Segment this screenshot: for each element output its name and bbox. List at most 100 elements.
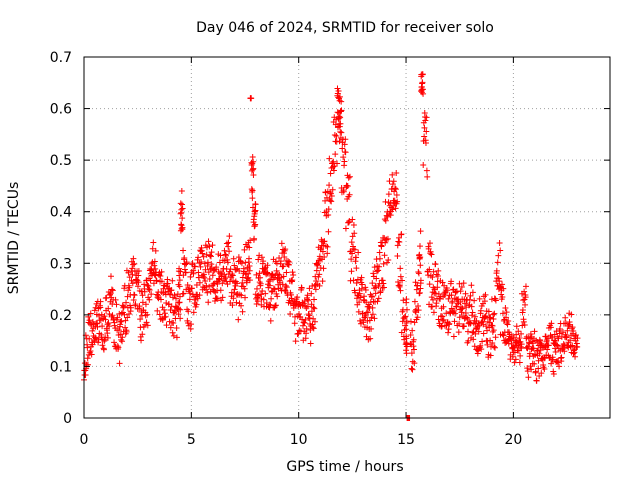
data-point [483, 323, 490, 330]
data-point [411, 346, 418, 353]
data-point [111, 339, 118, 346]
data-point [357, 317, 364, 324]
data-point [104, 330, 111, 337]
data-point [196, 279, 203, 286]
data-point [450, 333, 457, 340]
data-point [177, 210, 184, 217]
data-point [424, 173, 431, 180]
data-point [403, 326, 410, 333]
data-point [198, 247, 205, 254]
data-point [337, 128, 344, 135]
data-point [382, 239, 389, 246]
data-point [149, 245, 156, 252]
data-point [392, 186, 399, 193]
data-point [359, 281, 366, 288]
y-tick-label: 0.2 [50, 308, 72, 324]
data-point [213, 295, 220, 302]
data-point [239, 308, 246, 315]
data-point [327, 170, 334, 177]
data-point [417, 254, 424, 261]
data-point [180, 247, 187, 254]
data-point [373, 275, 380, 282]
data-point [397, 265, 404, 272]
data-point [312, 286, 319, 293]
data-point [365, 309, 372, 316]
data-point [150, 239, 157, 246]
data-point [350, 277, 357, 284]
data-point [202, 266, 209, 273]
data-point [536, 350, 543, 357]
data-point [524, 368, 531, 375]
data-point [274, 293, 281, 300]
data-point [345, 174, 352, 181]
data-point [231, 286, 238, 293]
data-point [119, 334, 126, 341]
data-point [207, 252, 214, 259]
data-point [525, 374, 532, 381]
data-point [264, 270, 271, 277]
data-point [330, 158, 337, 165]
data-point [389, 206, 396, 213]
data-point [487, 315, 494, 322]
data-point [561, 348, 568, 355]
data-point [496, 239, 503, 246]
data-point [489, 322, 496, 329]
data-point [205, 269, 212, 276]
data-point [458, 309, 465, 316]
data-point [226, 278, 233, 285]
data-point [269, 271, 276, 278]
data-point [349, 250, 356, 257]
data-point [96, 312, 103, 319]
data-point [286, 259, 293, 266]
data-point [368, 293, 375, 300]
data-point [184, 319, 191, 326]
data-point [196, 292, 203, 299]
data-point [403, 296, 410, 303]
data-point [511, 359, 518, 366]
data-point [271, 286, 278, 293]
data-point [116, 360, 123, 367]
data-point [301, 320, 308, 327]
data-point [407, 318, 414, 325]
data-point [214, 281, 221, 288]
data-point [420, 161, 427, 168]
data-point [261, 265, 268, 272]
data-point [395, 278, 402, 285]
data-point [460, 280, 467, 287]
data-point [409, 366, 416, 373]
data-point [348, 256, 355, 263]
data-point [118, 336, 125, 343]
data-point [260, 296, 267, 303]
data-point [127, 304, 134, 311]
x-tick-label: 15 [397, 432, 415, 448]
data-point [102, 316, 109, 323]
data-point [394, 198, 401, 205]
data-point [298, 285, 305, 292]
data-point [417, 277, 424, 284]
data-point [123, 328, 130, 335]
y-tick-label: 0.3 [50, 256, 72, 272]
data-point [369, 311, 376, 318]
data-point [525, 343, 532, 350]
data-point [294, 294, 301, 301]
data-point [199, 250, 206, 257]
data-point [310, 304, 317, 311]
data-point [337, 114, 344, 121]
data-point [94, 323, 101, 330]
data-point [320, 242, 327, 249]
data-point [109, 287, 116, 294]
data-point [258, 254, 265, 261]
data-point [528, 366, 535, 373]
data-point [344, 183, 351, 190]
data-point [311, 305, 318, 312]
data-point [187, 273, 194, 280]
data-point [455, 329, 462, 336]
data-point [93, 320, 100, 327]
data-point [409, 327, 416, 334]
data-point [122, 317, 129, 324]
data-point [381, 252, 388, 259]
data-point [249, 195, 256, 202]
data-point [226, 233, 233, 240]
data-point [463, 314, 470, 321]
data-point [423, 167, 430, 174]
